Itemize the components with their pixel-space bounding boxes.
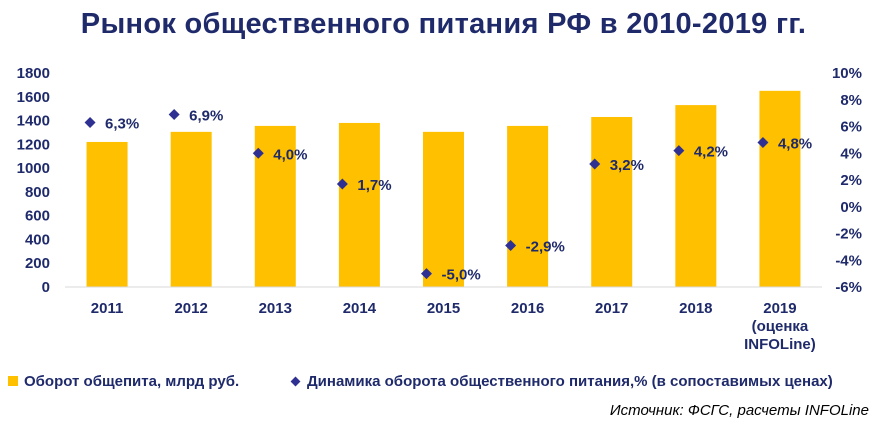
bar bbox=[170, 131, 212, 287]
left-tick-label: 1000 bbox=[17, 160, 50, 177]
left-tick-label: 1400 bbox=[17, 113, 50, 130]
right-tick-label: 0% bbox=[840, 199, 862, 216]
diamond-marker bbox=[336, 178, 348, 190]
legend-bar-swatch bbox=[8, 376, 18, 387]
legend-item-bars: Оборот общепита, млрд руб. bbox=[8, 373, 239, 390]
legend-item-markers: Динамика оборота общественного питания,%… bbox=[290, 373, 833, 390]
left-axis-ticks: 0 200 400 600 800 1000 1200 1400 1600 1800 bbox=[17, 65, 50, 296]
legend-diamond-marker bbox=[290, 376, 301, 386]
bar bbox=[507, 125, 549, 288]
right-tick-label: 10% bbox=[832, 65, 862, 82]
data-label: 4,8% bbox=[778, 136, 812, 153]
right-tick-label: -6% bbox=[835, 279, 862, 296]
x-tick-label: 2016 bbox=[511, 300, 544, 317]
bar bbox=[423, 131, 464, 287]
left-tick-label: 0 bbox=[42, 279, 50, 296]
left-tick-label: 200 bbox=[25, 255, 50, 272]
data-label: -2,9% bbox=[526, 239, 565, 256]
x-tick-label: 2012 bbox=[174, 300, 207, 317]
data-label: 4,0% bbox=[273, 146, 307, 163]
diamond-marker bbox=[505, 240, 517, 252]
data-label: 6,3% bbox=[105, 115, 139, 132]
x-tick-label: 2011 bbox=[91, 300, 124, 317]
x-tick-label: 2018 bbox=[679, 300, 712, 317]
left-tick-label: 1600 bbox=[17, 89, 50, 106]
diamond-marker bbox=[673, 145, 685, 157]
marker-series: 6,3% 6,9% 4,0% 1,7% -5,0% -2,9% 3,2% 4,2% 4,8% bbox=[84, 107, 812, 284]
data-label: 3,2% bbox=[610, 157, 644, 174]
x-axis-labels: 2011 2012 2013 2014 2015 2016 2017 2018 2019 (оце… bbox=[91, 300, 816, 353]
x-tick-label: 2015 bbox=[427, 300, 460, 317]
left-tick-label: 600 bbox=[25, 208, 50, 225]
data-label: 1,7% bbox=[357, 177, 391, 194]
right-tick-label: 4% bbox=[840, 145, 862, 162]
diamond-marker bbox=[84, 116, 96, 128]
diamond-marker bbox=[252, 147, 264, 159]
bar bbox=[759, 90, 801, 287]
left-tick-label: 1800 bbox=[17, 65, 50, 82]
data-label: -5,0% bbox=[442, 267, 481, 284]
right-tick-label: 6% bbox=[840, 119, 862, 136]
data-label: 6,9% bbox=[189, 107, 223, 124]
right-tick-label: -2% bbox=[835, 226, 862, 243]
x-tick-label: 2014 bbox=[343, 300, 377, 317]
x-tick-label: 2017 bbox=[595, 300, 628, 317]
bar bbox=[591, 116, 633, 287]
diamond-marker bbox=[589, 158, 601, 170]
chart-title: Рынок общественного питания РФ в 2010-20… bbox=[80, 8, 807, 40]
diamond-marker bbox=[168, 108, 180, 120]
left-tick-label: 1200 bbox=[17, 136, 50, 153]
diamond-marker bbox=[421, 268, 432, 280]
source-note: Источник: ФСГС, расчеты INFOLine bbox=[609, 402, 869, 419]
bar-series bbox=[86, 90, 801, 288]
x-tick-label: 2013 bbox=[259, 300, 292, 317]
right-tick-label: -4% bbox=[835, 252, 862, 269]
right-tick-label: 8% bbox=[840, 92, 862, 109]
bar bbox=[338, 122, 380, 287]
bar bbox=[675, 105, 717, 287]
legend-bar-label: Оборот общепита, млрд руб. bbox=[24, 373, 240, 390]
right-axis-ticks: -6% -4% -2% 0% 2% 4% 6% 8% 10% bbox=[832, 65, 862, 296]
right-tick-label: 2% bbox=[840, 172, 862, 189]
bar bbox=[86, 141, 128, 287]
data-label: 4,2% bbox=[694, 144, 728, 161]
x-tick-label: 2019 (оценка INFOLine) bbox=[744, 300, 816, 353]
diamond-marker bbox=[757, 137, 769, 149]
left-tick-label: 800 bbox=[25, 184, 50, 201]
left-tick-label: 400 bbox=[25, 231, 50, 248]
legend-marker-label: Динамика оборота общественного питания,%… bbox=[307, 373, 833, 390]
